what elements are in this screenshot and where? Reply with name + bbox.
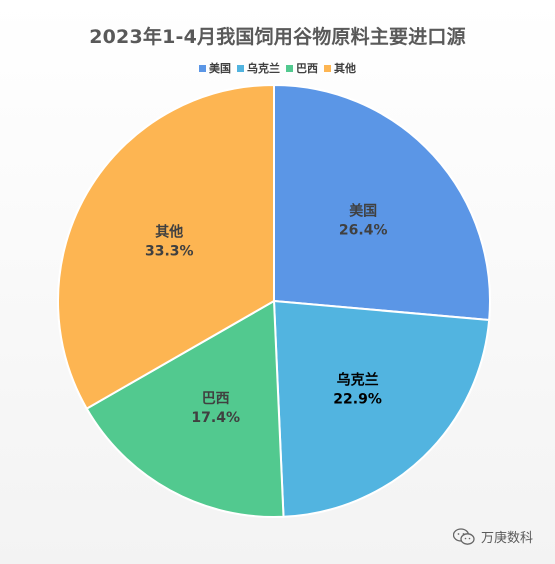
legend-label-usa: 美国 [209,62,231,75]
slice-value-label-brazil: 17.4% [191,410,240,426]
slice-value-label-ukraine: 22.9% [333,391,382,407]
legend-item-ukraine: 乌克兰 [237,60,280,76]
legend-swatch-other [324,64,331,72]
legend-swatch-brazil [286,64,293,72]
slice-category-label-other: 其他 [155,223,183,240]
chart-legend: 美国 乌克兰 巴西 其他 [0,60,555,76]
pie-slice-other [57,83,275,410]
legend-item-other: 其他 [324,60,356,76]
slice-category-label-brazil: 巴西 [202,391,230,407]
slice-value-label-other: 33.3% [145,243,194,259]
wechat-icon [452,527,475,545]
slice-value-label-usa: 26.4% [339,222,388,238]
chart-title: 2023年1-4月我国饲用谷物原料主要进口源 [89,26,466,48]
legend-label-other: 其他 [334,62,356,75]
slice-category-label-usa: 美国 [349,202,377,219]
slice-category-label-ukraine: 乌克兰 [337,371,379,388]
legend-item-usa: 美国 [199,60,231,76]
pie-slice-brazil [85,299,285,518]
legend-label-brazil: 巴西 [296,62,318,75]
legend-item-brazil: 巴西 [286,60,318,76]
legend-swatch-usa [199,64,206,72]
legend-label-ukraine: 乌克兰 [247,62,280,75]
watermark: 万庚数科 [452,527,533,546]
pie-slice-usa [273,83,491,322]
pie-slice-ukraine [272,299,491,518]
watermark-text: 万庚数科 [480,531,533,546]
legend-swatch-ukraine [237,64,244,72]
